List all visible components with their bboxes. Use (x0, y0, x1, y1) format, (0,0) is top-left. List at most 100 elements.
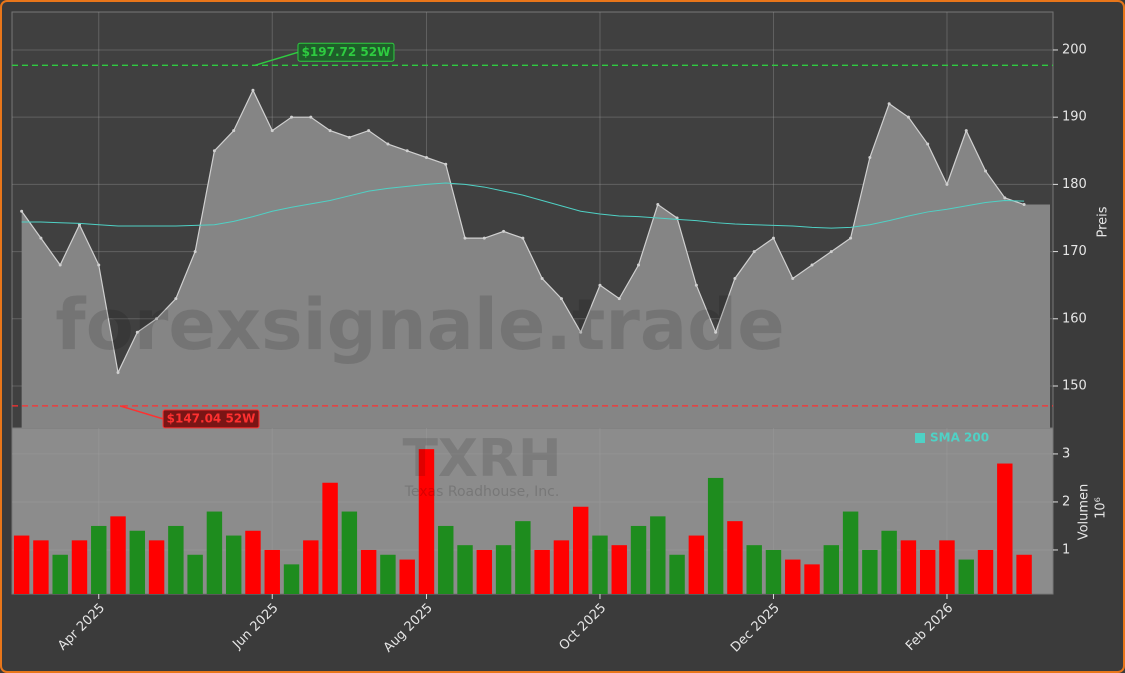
volume-bar (997, 463, 1013, 594)
price-point (675, 216, 679, 220)
volume-bar (380, 554, 396, 594)
volume-bar (842, 511, 859, 594)
price-point (482, 236, 486, 240)
volume-bar (91, 525, 107, 594)
y-tick-label: 150 (1062, 378, 1087, 393)
legend-label: SMA 200 (930, 431, 989, 445)
price-point (309, 115, 313, 119)
price-point (752, 250, 756, 254)
volume-bar (650, 516, 666, 594)
volume-bar (592, 535, 608, 594)
price-point (97, 263, 101, 267)
price-point (887, 102, 891, 106)
legend-swatch (915, 433, 925, 443)
price-point (810, 263, 814, 267)
volume-bar (727, 521, 743, 594)
price-point (733, 276, 737, 280)
volume-bar (264, 549, 280, 594)
annotation-box (162, 409, 260, 429)
price-point (116, 371, 120, 375)
price-point (347, 135, 351, 139)
price-point (559, 297, 563, 301)
volume-bar (977, 549, 994, 594)
volume-bar (245, 530, 261, 594)
volume-bar (515, 521, 531, 594)
volume-bar (341, 511, 358, 594)
volume-bar (900, 540, 917, 594)
volume-scale-label: 10⁶ (1094, 497, 1109, 519)
y-tick-label: 2 (1062, 494, 1070, 509)
volume-bar (939, 540, 955, 594)
price-point (155, 317, 159, 321)
price-point (328, 129, 332, 133)
volume-bar (187, 554, 203, 594)
price-point (791, 276, 795, 280)
price-point (1022, 203, 1026, 207)
volume-bar (785, 559, 801, 594)
volume-bar (399, 559, 415, 594)
price-point (964, 129, 968, 133)
volume-bar (322, 482, 338, 594)
volume-bar (148, 540, 165, 594)
volume-bar (553, 540, 570, 594)
price-point (290, 115, 294, 119)
annotation-label: $147.04 52W (167, 411, 256, 425)
volume-bar (746, 545, 762, 594)
price-point (39, 236, 43, 240)
company-watermark: Texas Roadhouse, Inc. (404, 484, 560, 500)
price-point (232, 129, 236, 133)
volume-bar (206, 511, 223, 594)
volume-bar (283, 564, 300, 594)
price-point (540, 276, 544, 280)
volume-bar (919, 549, 936, 594)
price-point (174, 297, 178, 301)
volume-bar (476, 549, 493, 594)
price-point (193, 250, 197, 254)
y-tick-label: 170 (1062, 244, 1087, 259)
volume-bar (572, 506, 589, 594)
price-point (20, 209, 24, 213)
price-point (656, 203, 660, 207)
volume-bar (1016, 554, 1032, 594)
price-point (405, 149, 409, 153)
volume-axis-label: Volumen (1077, 484, 1092, 541)
price-point (1003, 196, 1007, 200)
y-tick-label: 200 (1062, 42, 1087, 57)
volume-bar (688, 535, 705, 594)
watermark: forexsignale.trade (55, 284, 784, 366)
ticker-watermark: TXRH (402, 429, 561, 489)
y-tick-label: 3 (1062, 446, 1070, 461)
price-point (251, 88, 255, 92)
y-tick-label: 1 (1062, 542, 1070, 557)
price-area (21, 90, 1050, 429)
price-point (945, 182, 949, 186)
volume-bar (804, 564, 820, 594)
volume-bar (611, 545, 627, 594)
volume-bar (418, 449, 435, 594)
volume-bar (71, 540, 88, 594)
price-point (617, 297, 621, 301)
price-point (771, 236, 775, 240)
annotation-label: $197.72 52W (302, 45, 391, 59)
y-tick-label: 180 (1062, 177, 1087, 192)
volume-bar (495, 545, 512, 594)
price-point (868, 155, 872, 159)
price-point (598, 283, 602, 287)
volume-bar (707, 477, 724, 594)
price-point (58, 263, 62, 267)
volume-bar (457, 545, 473, 594)
price-point (386, 142, 390, 146)
volume-bar (823, 545, 840, 594)
price-point (444, 162, 448, 166)
price-point (521, 236, 525, 240)
y-tick-label: 190 (1062, 110, 1087, 125)
volume-bar (765, 549, 782, 594)
price-point (849, 236, 853, 240)
price-point (212, 149, 216, 153)
volume-bar (168, 525, 184, 594)
price-point (463, 236, 467, 240)
y-tick-label: 160 (1062, 311, 1087, 326)
volume-bar (958, 559, 974, 594)
volume-bar (52, 554, 68, 594)
y-axis-label: Preis (1096, 206, 1111, 237)
